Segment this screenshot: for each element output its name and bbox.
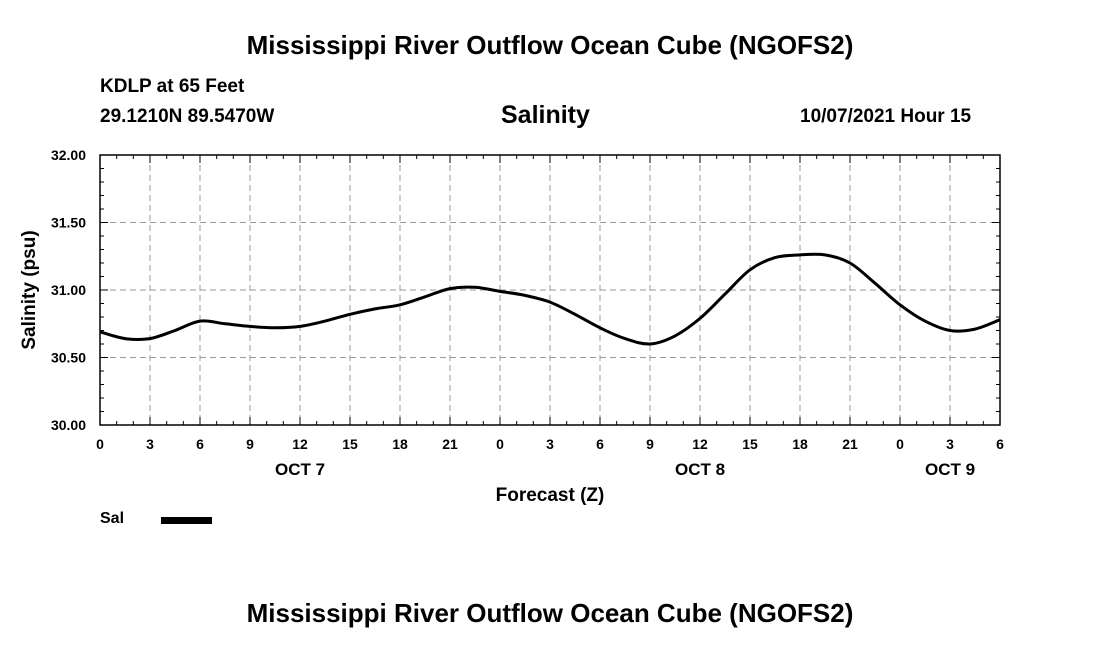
data-point [300, 326, 301, 327]
data-point [525, 295, 526, 296]
data-point [475, 287, 476, 288]
data-point [575, 314, 576, 315]
x-tick-label: 0 [496, 436, 504, 452]
data-point [350, 314, 351, 315]
variable-title: Salinity [501, 101, 590, 129]
coordinates-label: 29.1210N 89.5470W [100, 106, 275, 127]
x-tick-label: 12 [292, 436, 308, 452]
x-tick-label: 6 [996, 436, 1004, 452]
data-point [225, 323, 226, 324]
data-point [500, 291, 501, 292]
x-tick-label: 18 [792, 436, 808, 452]
chart-title: Mississippi River Outflow Ocean Cube (NG… [246, 30, 854, 60]
data-point [825, 254, 826, 255]
x-tick-label: 15 [342, 436, 358, 452]
series-line-sal [99, 252, 1001, 346]
data-point [600, 327, 601, 328]
x-tick-label: 12 [692, 436, 708, 452]
data-point [900, 304, 901, 305]
data-point [925, 321, 926, 322]
data-point [775, 257, 776, 258]
data-point [200, 321, 201, 322]
y-tick-label: 31.00 [51, 282, 86, 298]
station-label: KDLP at 65 Feet [100, 76, 245, 97]
x-tick-label: 9 [246, 436, 254, 452]
x-day-label: OCT 9 [925, 460, 975, 479]
data-point [450, 288, 451, 289]
x-axis-label: Forecast (Z) [496, 485, 605, 506]
legend-label: Sal [100, 510, 125, 527]
data-point [100, 331, 101, 332]
x-tick-label: 0 [896, 436, 904, 452]
data-point [950, 330, 951, 331]
data-point [275, 327, 276, 328]
x-tick-label: 6 [596, 436, 604, 452]
y-tick-label: 32.00 [51, 147, 86, 163]
data-point [150, 338, 151, 339]
y-tick-label: 30.00 [51, 417, 86, 433]
data-point [425, 296, 426, 297]
legend-swatch [161, 517, 212, 524]
data-point [850, 263, 851, 264]
data-point [875, 283, 876, 284]
data-point [125, 338, 126, 339]
data-point [675, 335, 676, 336]
x-day-label: OCT 8 [675, 460, 725, 479]
data-point [1000, 319, 1001, 320]
data-point [250, 326, 251, 327]
y-tick-label: 31.50 [51, 215, 86, 231]
data-point [400, 304, 401, 305]
x-tick-label: 21 [442, 436, 458, 452]
y-tick-label: 30.50 [51, 350, 86, 366]
x-tick-label: 3 [146, 436, 154, 452]
data-point [325, 321, 326, 322]
x-tick-label: 21 [842, 436, 858, 452]
x-day-label: OCT 7 [275, 460, 325, 479]
x-tick-label: 15 [742, 436, 758, 452]
x-tick-label: 18 [392, 436, 408, 452]
x-tick-label: 3 [546, 436, 554, 452]
x-tick-label: 6 [196, 436, 204, 452]
data-point [800, 254, 801, 255]
data-point [700, 318, 701, 319]
data-point [175, 330, 176, 331]
x-tick-label: 9 [646, 436, 654, 452]
data-point [750, 269, 751, 270]
data-point [725, 294, 726, 295]
data-point [625, 338, 626, 339]
timestamp-label: 10/07/2021 Hour 15 [800, 106, 972, 127]
data-point [550, 302, 551, 303]
x-tick-label: 3 [946, 436, 954, 452]
data-point [975, 329, 976, 330]
x-tick-label: 0 [96, 436, 104, 452]
plot-frame [99, 154, 1001, 426]
footer-title: Mississippi River Outflow Ocean Cube (NG… [246, 598, 854, 628]
data-point [375, 308, 376, 309]
data-point [650, 344, 651, 345]
y-axis-label: Salinity (psu) [19, 230, 40, 349]
